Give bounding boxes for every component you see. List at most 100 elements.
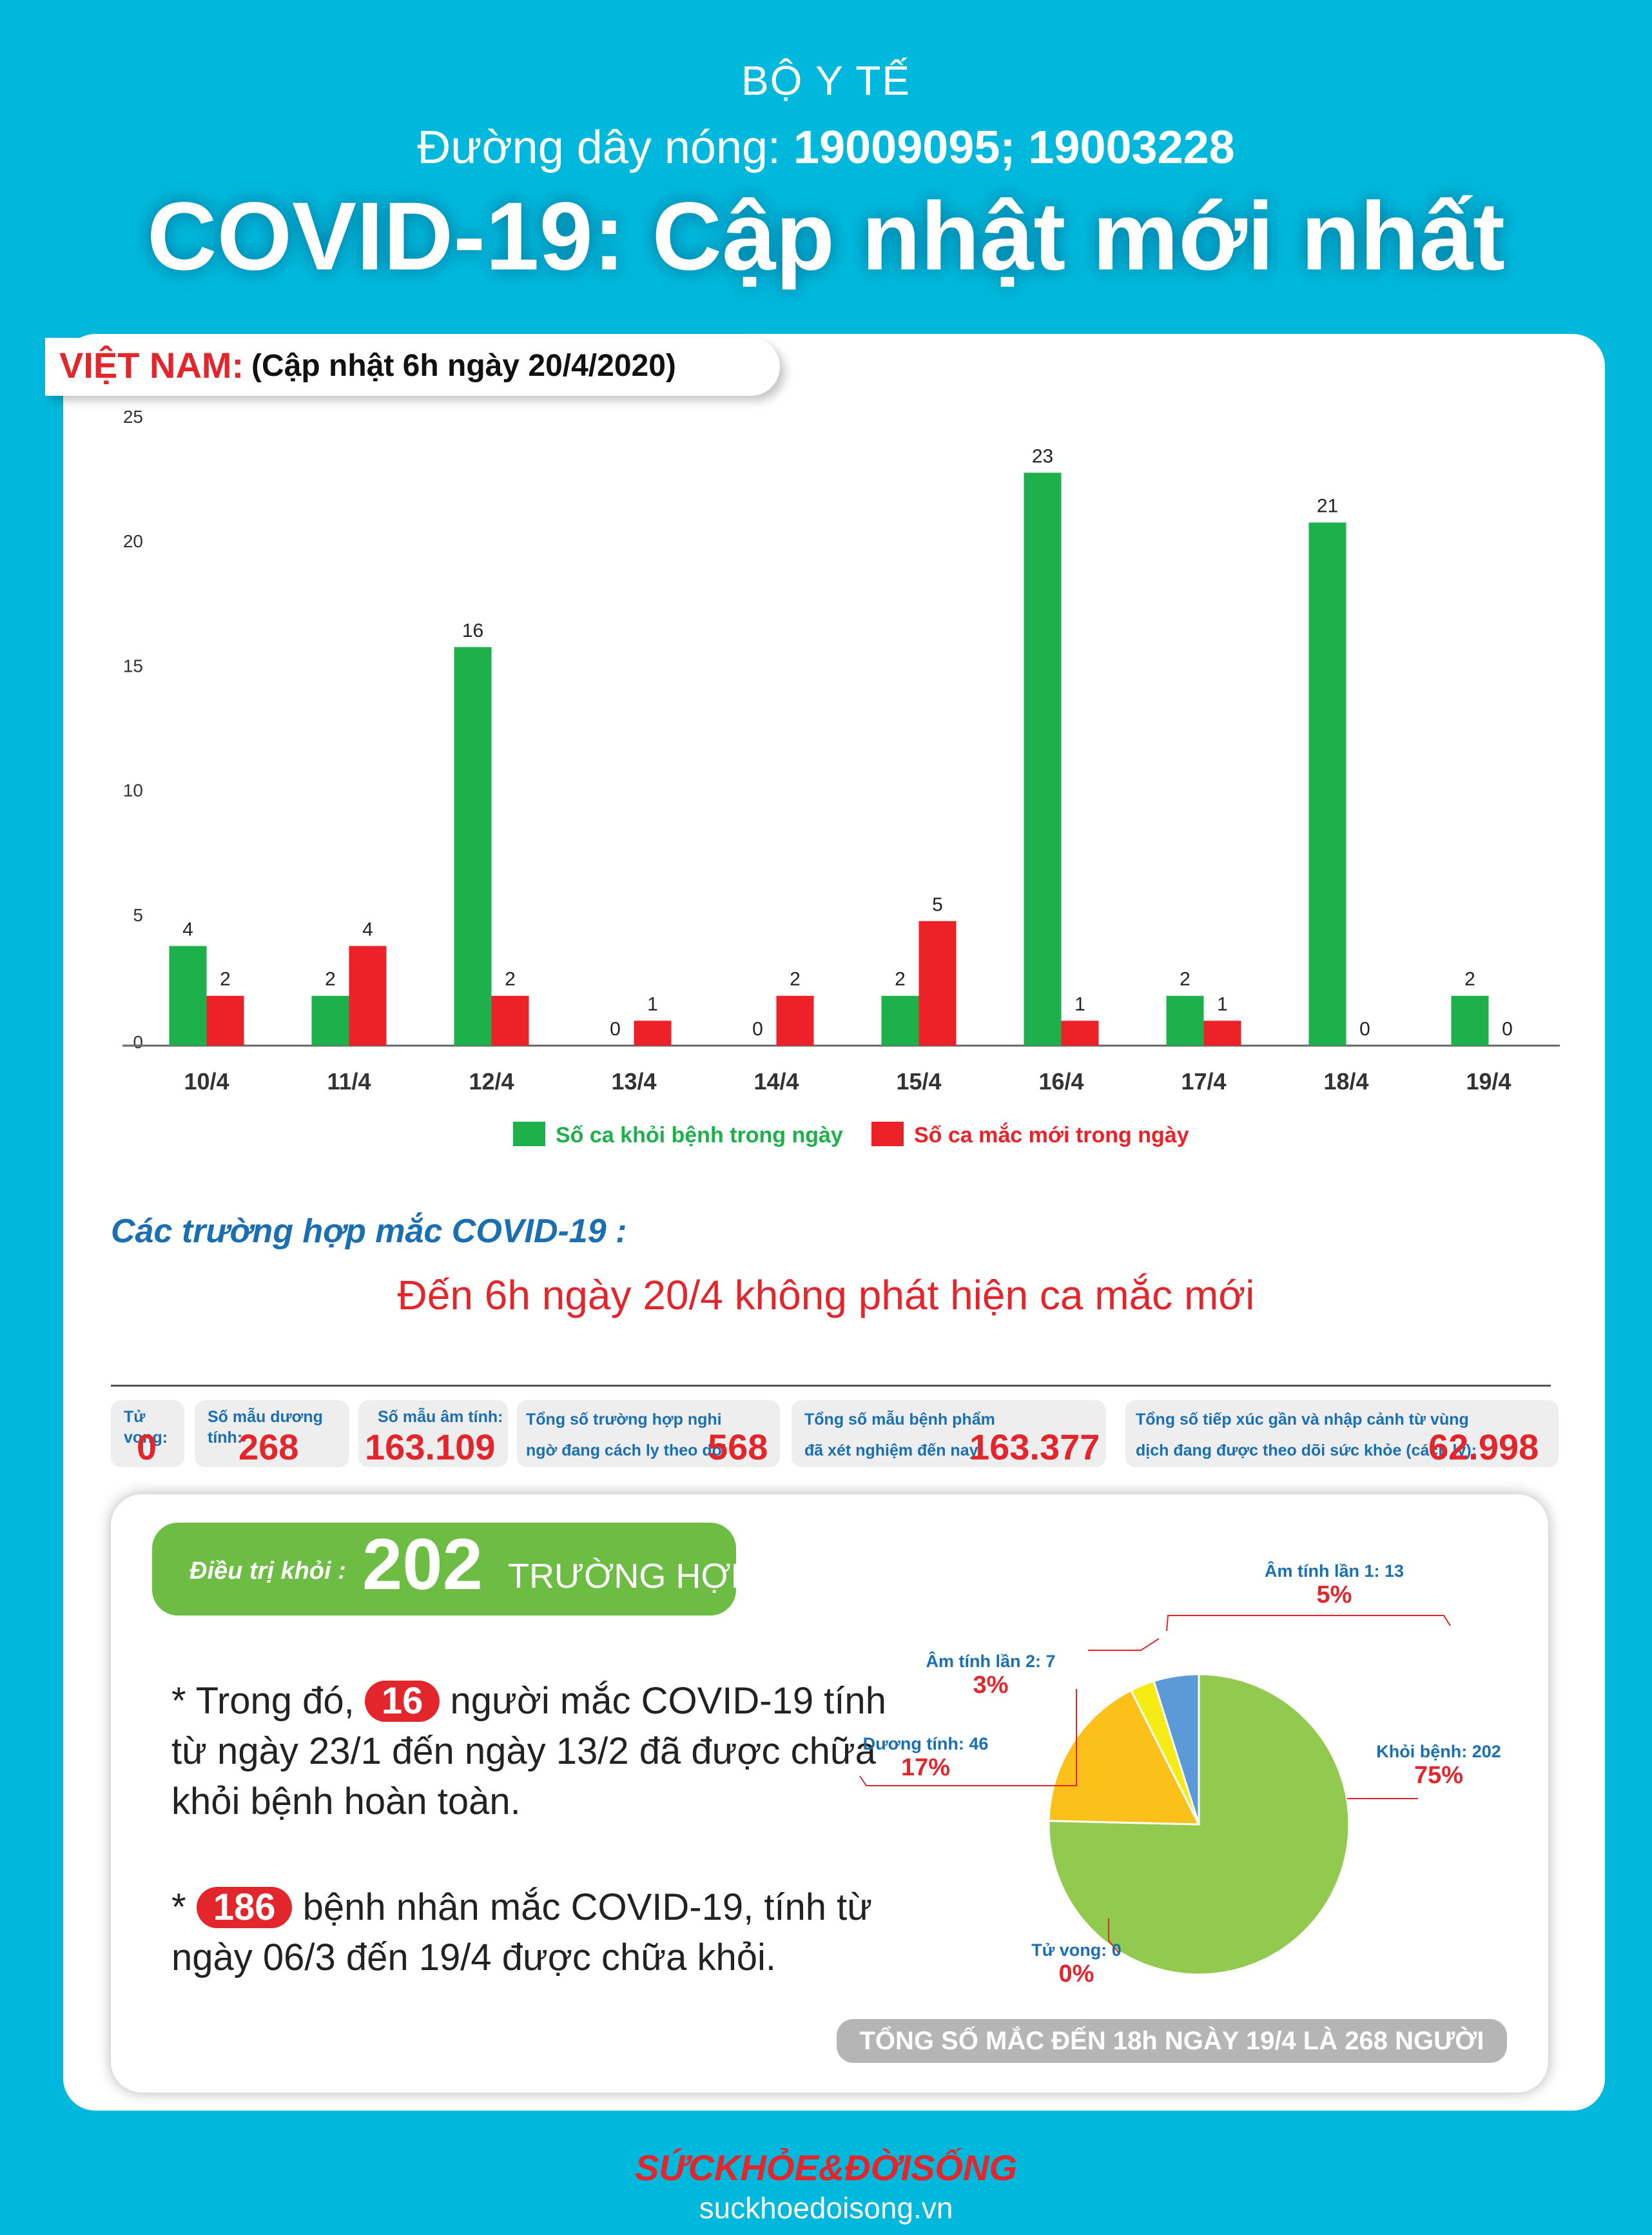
y-tick-label: 10: [123, 781, 143, 801]
bar-value-label: 23: [1032, 445, 1053, 467]
stat-suspected-label-2: ngờ đang cách ly theo dõi :: [526, 1441, 737, 1459]
note-1-badge: 16: [364, 1681, 440, 1722]
x-category-label: 13/4: [611, 1068, 656, 1095]
y-tick-label: 0: [133, 1032, 143, 1052]
x-category-label: 17/4: [1181, 1068, 1226, 1095]
hotline-numbers: 19009095; 19003228: [793, 122, 1235, 173]
stats-divider: [111, 1385, 1551, 1387]
bar-value-label: 2: [895, 969, 906, 990]
stat-positive-value: 268: [238, 1427, 299, 1467]
stat-tested-value: 163.377: [969, 1427, 1100, 1467]
legend-label: Số ca khỏi bệnh trong ngày: [556, 1123, 843, 1147]
cases-heading: Các trường hợp mắc COVID-19 :: [111, 1213, 627, 1250]
bar-new-cases: [776, 995, 814, 1046]
recovery-pie-chart: [859, 1615, 1451, 1976]
bar-new-cases: [491, 995, 529, 1046]
bar-value-label: 2: [1464, 969, 1475, 990]
pie-label-pos-percent: 17%: [900, 1754, 951, 1781]
stat-tested-label-1: Tổng số mẫu bệnh phẩm: [804, 1410, 995, 1429]
bar-value-label: 2: [325, 969, 336, 990]
legend-swatch: [871, 1122, 904, 1146]
bar-value-label: 4: [362, 919, 373, 940]
pie-slice-negative-1: [1152, 1673, 1200, 1825]
recovery-note-1-line1: * Trong đó, 16 người mắc COVID-19 tính: [171, 1676, 886, 1726]
stat-contacts-value: 62.998: [1428, 1427, 1539, 1467]
pie-leader-line: [1088, 1638, 1160, 1651]
bar-value-label: 0: [610, 1019, 621, 1040]
y-tick-label: 25: [123, 407, 143, 427]
bar-recovered: [1024, 473, 1062, 1046]
bar-value-label: 0: [1502, 1019, 1513, 1040]
bar-value-label: 0: [752, 1019, 763, 1040]
bar-value-label: 16: [462, 620, 483, 641]
stat-tested-label-2: đã xét nghiệm đến nay:: [804, 1441, 984, 1459]
recovery-note-2-line1: * 186 bệnh nhân mắc COVID-19, tính từ: [171, 1882, 872, 1933]
pie-label-pos-text: Dương tính: 46: [862, 1734, 989, 1753]
recovered-pill: [152, 1523, 736, 1615]
bar-value-label: 1: [647, 993, 658, 1015]
pie-label-neg1-percent: 5%: [1316, 1581, 1352, 1608]
bar-recovered: [311, 995, 349, 1046]
recovered-number: 202: [362, 1524, 483, 1605]
stat-deaths-value: 0: [137, 1427, 157, 1467]
stat-positive-label: Số mẫu dương tính:: [208, 1408, 323, 1447]
recovery-note-2: * 186 bệnh nhân mắc COVID-19, tính từ ng…: [171, 1882, 872, 1983]
bar-new-cases: [349, 946, 387, 1046]
legend-swatch: [513, 1122, 545, 1146]
bar-new-cases: [1061, 1020, 1099, 1046]
pie-slice-positive: [1047, 1689, 1201, 1826]
stat-negative-label: Số mẫu âm tính:: [378, 1408, 503, 1426]
recovered-label: Điều trị khỏi :: [189, 1557, 346, 1585]
hotline-label: Đường dây nóng:: [417, 122, 794, 173]
stat-tested: Tổng số mẫu bệnh phẩm đã xét nghiệm đến …: [792, 1400, 1106, 1467]
legend-label: Số ca mắc mới trong ngày: [914, 1123, 1189, 1147]
x-category-label: 10/4: [184, 1068, 229, 1095]
note-1-prefix: * Trong đó,: [171, 1680, 355, 1722]
stat-deaths-label: Tử vong:: [124, 1408, 168, 1447]
stat-contacts-label-1: Tổng số tiếp xúc gần và nhập cảnh từ vùn…: [1136, 1410, 1469, 1429]
stat-negative: Số mẫu âm tính: 163.109: [358, 1400, 508, 1467]
stat-positive: Số mẫu dương tính: 268: [195, 1400, 349, 1467]
bar-value-label: 2: [1180, 969, 1190, 990]
recovery-note-2-line2: ngày 06/3 đến 19/4 được chữa khỏi.: [171, 1937, 776, 1978]
bar-value-label: 21: [1317, 496, 1338, 517]
brand-logo: SỨCKHỎE&ĐỜISỐNG: [634, 2147, 1018, 2188]
org-name: BỘ Y TẾ: [741, 57, 911, 104]
update-date: (Cập nhật 6h ngày 20/4/2020): [251, 349, 676, 383]
y-tick-label: 5: [133, 905, 143, 925]
y-tick-label: 15: [123, 656, 143, 676]
recovery-note-1-line2: từ ngày 23/1 đến ngày 13/2 đã được chữa: [171, 1730, 876, 1772]
pie-label-neg1: Âm tính lần 1: 13 5%: [1250, 1561, 1418, 1609]
pie-label-recovered-percent: 75%: [1414, 1762, 1464, 1789]
stat-contacts-label-2: dịch đang được theo dõi sức khỏe (cách l…: [1136, 1441, 1477, 1459]
stat-contacts: Tổng số tiếp xúc gần và nhập cảnh từ vùn…: [1125, 1400, 1559, 1467]
pie-label-recovered-text: Khỏi bệnh: 202: [1376, 1742, 1501, 1761]
x-category-label: 11/4: [327, 1068, 371, 1095]
recovery-note-1-line3: khỏi bệnh hoàn toàn.: [171, 1781, 521, 1822]
bar-new-cases: [206, 995, 244, 1046]
bar-value-label: 1: [1074, 993, 1085, 1015]
recovery-note-1: * Trong đó, 16 người mắc COVID-19 tính t…: [171, 1676, 886, 1827]
x-category-label: 19/4: [1466, 1068, 1511, 1095]
update-tab: [45, 338, 780, 396]
cases-note: Đến 6h ngày 20/4 không phát hiện ca mắc …: [397, 1272, 1255, 1318]
hotline: Đường dây nóng: 19009095; 19003228: [0, 121, 1652, 174]
bar-value-label: 0: [1359, 1019, 1370, 1040]
daily-bar-chart: 05101520254210/42411/416212/40113/40214/…: [122, 407, 1560, 1147]
bar-new-cases: [634, 1020, 672, 1046]
stat-suspected: Tổng số trường hợp nghi ngờ đang cách ly…: [517, 1400, 780, 1467]
bar-value-label: 2: [790, 969, 801, 990]
pie-label-neg2-text: Âm tính lần 2: 7: [926, 1652, 1056, 1671]
stat-deaths: Tử vong: 0: [111, 1400, 184, 1467]
pie-label-pos: Dương tính: 46 17%: [848, 1734, 1003, 1782]
bar-recovered: [881, 995, 919, 1046]
x-category-label: 15/4: [896, 1068, 941, 1095]
pie-leader-line: [1108, 1918, 1120, 1954]
bar-value-label: 4: [182, 919, 193, 940]
x-category-label: 18/4: [1323, 1068, 1368, 1095]
bar-value-label: 2: [505, 969, 516, 990]
pie-label-recovered: Khỏi bệnh: 202 75%: [1361, 1742, 1516, 1790]
note-2-badge: 186: [196, 1887, 293, 1928]
update-country: VIỆT NAM:: [59, 345, 244, 386]
bar-recovered: [1166, 995, 1204, 1046]
